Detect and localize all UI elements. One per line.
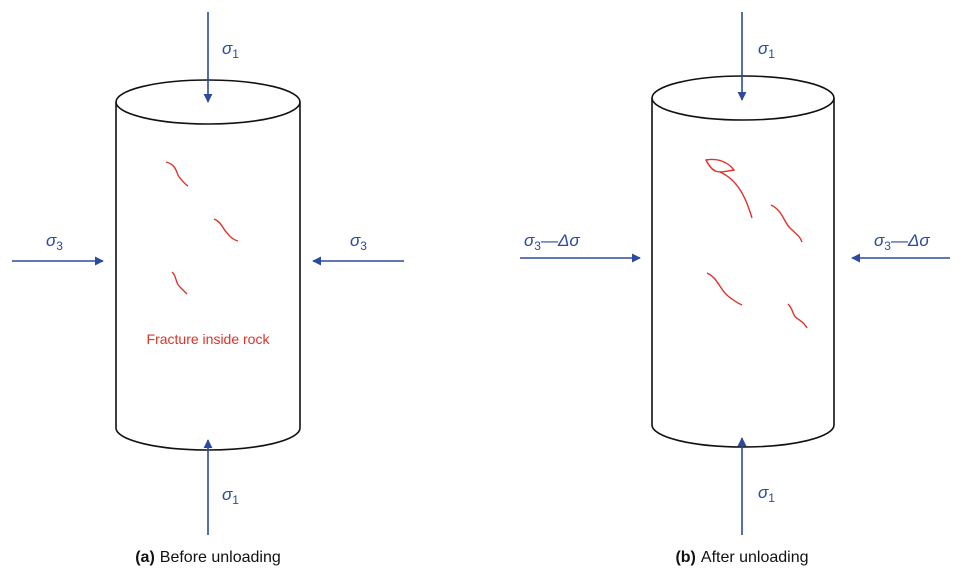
fracture bbox=[165, 161, 189, 187]
text-part: Before unloading bbox=[160, 549, 281, 566]
load-label: σ3—Δσ bbox=[874, 231, 930, 253]
text-part: 1 bbox=[232, 47, 239, 61]
fracture bbox=[213, 218, 239, 242]
text-part: 3 bbox=[534, 239, 541, 253]
cylinder-body bbox=[115, 102, 301, 451]
text-part: 1 bbox=[768, 491, 775, 505]
cylinder-body bbox=[651, 98, 835, 448]
text-part: 1 bbox=[768, 47, 775, 61]
load-label: σ3 bbox=[46, 231, 63, 253]
annotation: Fracture inside rock bbox=[147, 331, 271, 347]
text-part: —Δσ bbox=[890, 231, 930, 250]
load-label: σ1 bbox=[758, 483, 775, 505]
load-label: σ1 bbox=[222, 485, 239, 507]
text-part: σ bbox=[524, 231, 535, 250]
caption: (b) After unloading bbox=[675, 549, 808, 566]
fracture bbox=[171, 271, 188, 295]
text-part: σ bbox=[46, 231, 57, 250]
load-label: σ3—Δσ bbox=[524, 231, 580, 253]
fracture bbox=[706, 272, 743, 306]
text-part: σ bbox=[222, 39, 233, 58]
fracture bbox=[770, 204, 803, 243]
text-part: 1 bbox=[232, 493, 239, 507]
text-part: 3 bbox=[884, 239, 891, 253]
fracture bbox=[787, 303, 808, 329]
cylinder-top bbox=[651, 75, 835, 121]
load-label: σ1 bbox=[222, 39, 239, 61]
panel-a: Fracture inside rock σ1 σ1 σ3 σ3 (a) Befo… bbox=[12, 12, 404, 566]
text-part: After unloading bbox=[701, 549, 809, 566]
text-part: σ bbox=[874, 231, 885, 250]
panel-b: σ1 σ1 σ3—Δσ σ3—Δσ (b) After unloading bbox=[520, 12, 950, 566]
text-part: σ bbox=[222, 485, 233, 504]
caption: (a) Before unloading bbox=[135, 549, 281, 566]
text-part: (b) bbox=[675, 549, 695, 566]
text-part: σ bbox=[758, 483, 769, 502]
load-label: σ3 bbox=[350, 231, 367, 253]
text-part: 3 bbox=[360, 239, 367, 253]
text-part: —Δσ bbox=[540, 231, 580, 250]
fracture bbox=[704, 158, 753, 219]
text-part: (a) bbox=[135, 549, 155, 566]
text-part: σ bbox=[350, 231, 361, 250]
text-part: σ bbox=[758, 39, 769, 58]
load-label: σ1 bbox=[758, 39, 775, 61]
text-part: 3 bbox=[56, 239, 63, 253]
